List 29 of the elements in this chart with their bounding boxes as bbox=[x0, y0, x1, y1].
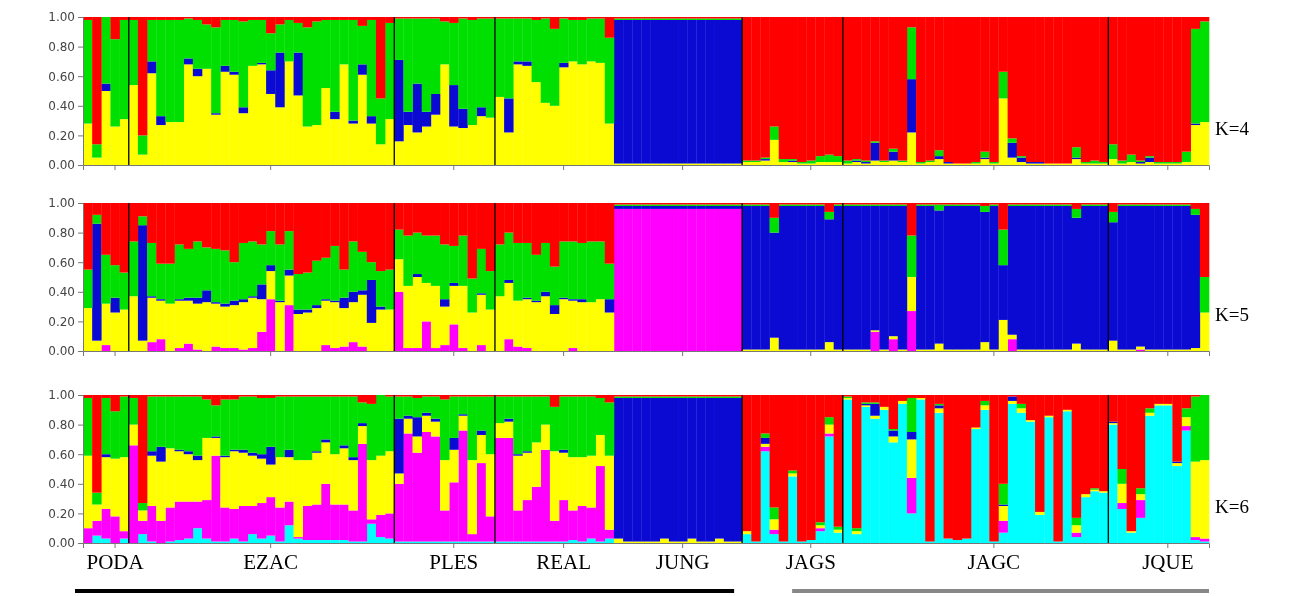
y-tick-label: 0.80 bbox=[48, 417, 75, 432]
y-tick-label: 1.00 bbox=[48, 388, 75, 403]
y-tick-label: 0.00 bbox=[48, 158, 75, 173]
y-tick-label: 0.60 bbox=[48, 69, 75, 84]
x-tick-label: PODA bbox=[86, 549, 145, 574]
y-tick-label: 0.40 bbox=[48, 477, 75, 492]
x-tick-label: PLES bbox=[429, 549, 479, 574]
x-tick-label: REAL bbox=[536, 549, 592, 574]
y-tick-label: 0.80 bbox=[48, 39, 75, 54]
y-tick-label: 0.20 bbox=[48, 506, 75, 521]
y-tick-label: 0.60 bbox=[48, 255, 75, 270]
y-tick-label: 0.20 bbox=[48, 128, 75, 143]
x-tick-label: EZAC bbox=[243, 549, 299, 574]
y-tick-label: 0.40 bbox=[48, 285, 75, 300]
y-tick-label: 1.00 bbox=[48, 10, 75, 25]
y-tick-label: 1.00 bbox=[48, 196, 75, 211]
x-tick-label: JQUE bbox=[1142, 549, 1194, 574]
y-tick-label: 0.20 bbox=[48, 314, 75, 329]
text: K=6 bbox=[1215, 496, 1249, 518]
y-tick-label: 0.40 bbox=[48, 99, 75, 114]
x-tick-label: JAGS bbox=[785, 549, 836, 574]
x-tick-label: JAGC bbox=[967, 549, 1021, 574]
y-tick-label: 0.00 bbox=[48, 344, 75, 359]
y-tick-label: 0.60 bbox=[48, 447, 75, 462]
y-tick-label: 0.00 bbox=[48, 536, 75, 551]
x-tick-label: JUNG bbox=[655, 549, 710, 574]
text: K=4 bbox=[1215, 118, 1250, 140]
text: K=5 bbox=[1215, 304, 1249, 326]
y-tick-label: 0.80 bbox=[48, 225, 75, 240]
